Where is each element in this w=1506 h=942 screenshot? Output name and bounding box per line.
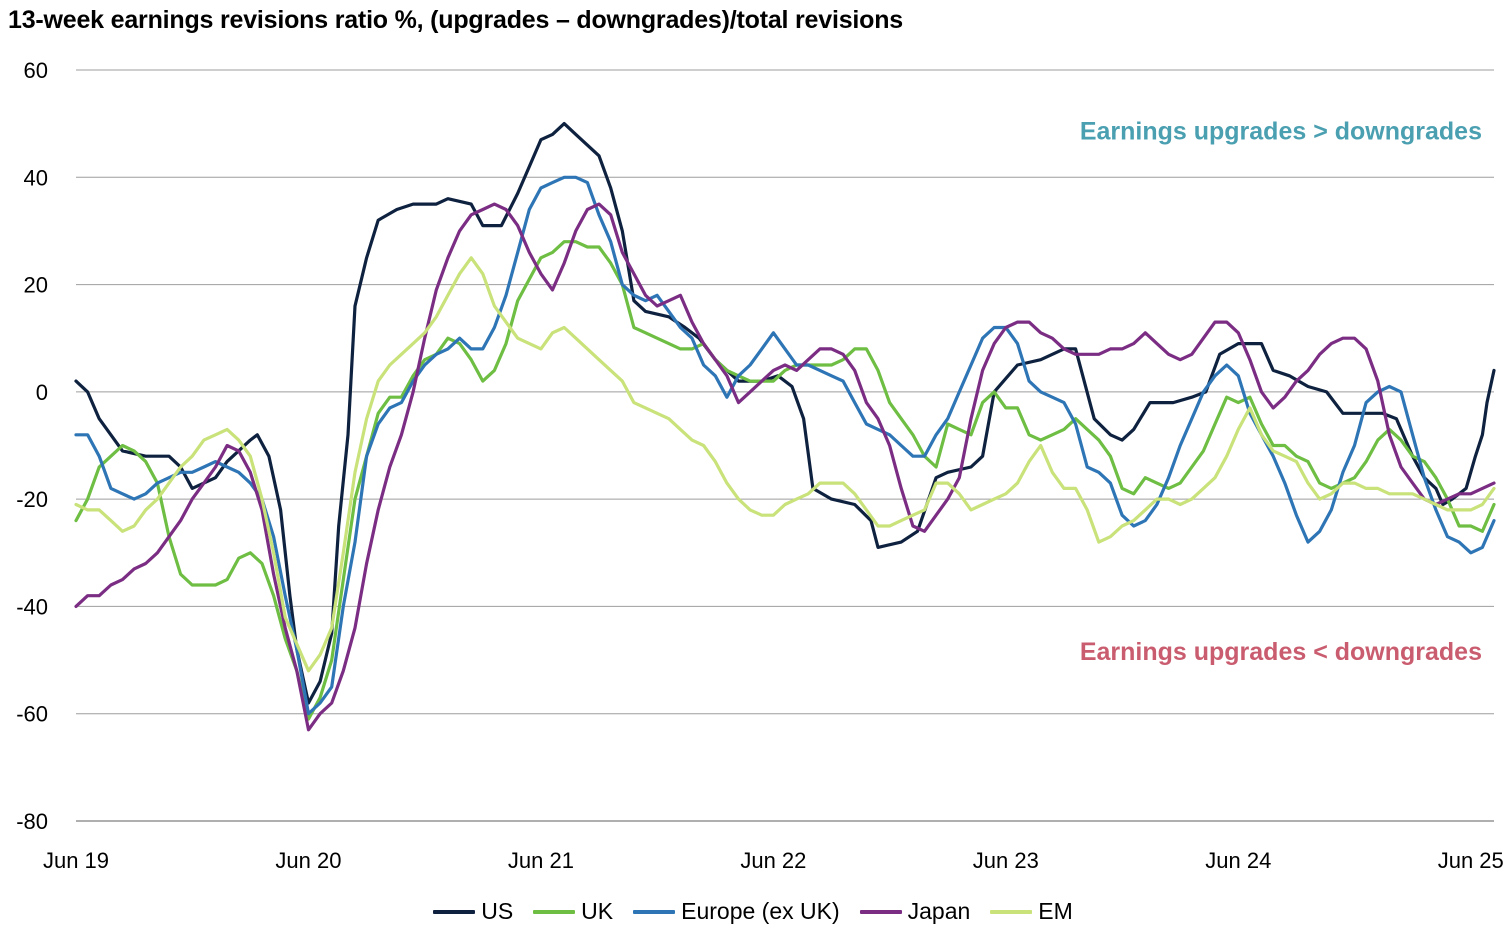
legend-swatch: [533, 909, 576, 914]
legend-label: US: [481, 898, 514, 924]
x-tick-label: Jun 19: [43, 848, 109, 873]
x-tick-label: Jun 22: [740, 848, 806, 873]
x-tick-label: Jun 21: [508, 848, 574, 873]
y-tick-label: 60: [24, 58, 48, 83]
legend-item: UK: [533, 898, 613, 925]
legend: US UK Europe (ex UK) Japan EM: [0, 898, 1506, 925]
y-tick-label: -40: [16, 594, 48, 619]
y-tick-label: -80: [16, 809, 48, 834]
y-tick-label: -20: [16, 487, 48, 512]
series-line-em: [74, 256, 1496, 673]
legend-item: Europe (ex UK): [633, 898, 840, 925]
gridlines: [76, 69, 1494, 822]
series-lines: [74, 122, 1496, 732]
x-tick-label: Jun 24: [1205, 848, 1271, 873]
x-tick-label: Jun 25: [1438, 848, 1504, 873]
legend-label: Japan: [907, 898, 971, 924]
x-axis: Jun 19 Jun 20 Jun 21 Jun 22 Jun 23 Jun 24 Jun …: [43, 848, 1504, 873]
annotation-downgrades: Earnings upgrades < downgrades: [1080, 638, 1482, 666]
legend-swatch: [433, 909, 476, 914]
chart-title: 13-week earnings revisions ratio %, (upg…: [8, 6, 903, 34]
y-tick-label: 20: [24, 273, 48, 298]
y-tick-label: -60: [16, 702, 48, 727]
x-tick-label: Jun 23: [973, 848, 1039, 873]
legend-swatch: [990, 909, 1033, 914]
legend-label: EM: [1038, 898, 1073, 924]
y-tick-label: 40: [24, 165, 48, 190]
series-line-japan: [74, 202, 1496, 732]
y-tick-label: 0: [36, 380, 48, 405]
annotation-upgrades: Earnings upgrades > downgrades: [1080, 118, 1482, 146]
legend-label: UK: [581, 898, 614, 924]
x-tick-label: Jun 20: [275, 848, 341, 873]
legend-item: US: [433, 898, 513, 925]
legend-item: Japan: [859, 898, 971, 925]
legend-item: EM: [990, 898, 1073, 925]
legend-swatch: [859, 909, 902, 914]
legend-label: Europe (ex UK): [681, 898, 840, 924]
legend-swatch: [633, 909, 676, 914]
annotations: Earnings upgrades > downgrades Earnings u…: [1080, 118, 1482, 666]
y-axis: 60 40 20 0 -20 -40 -60 -80: [16, 58, 48, 834]
